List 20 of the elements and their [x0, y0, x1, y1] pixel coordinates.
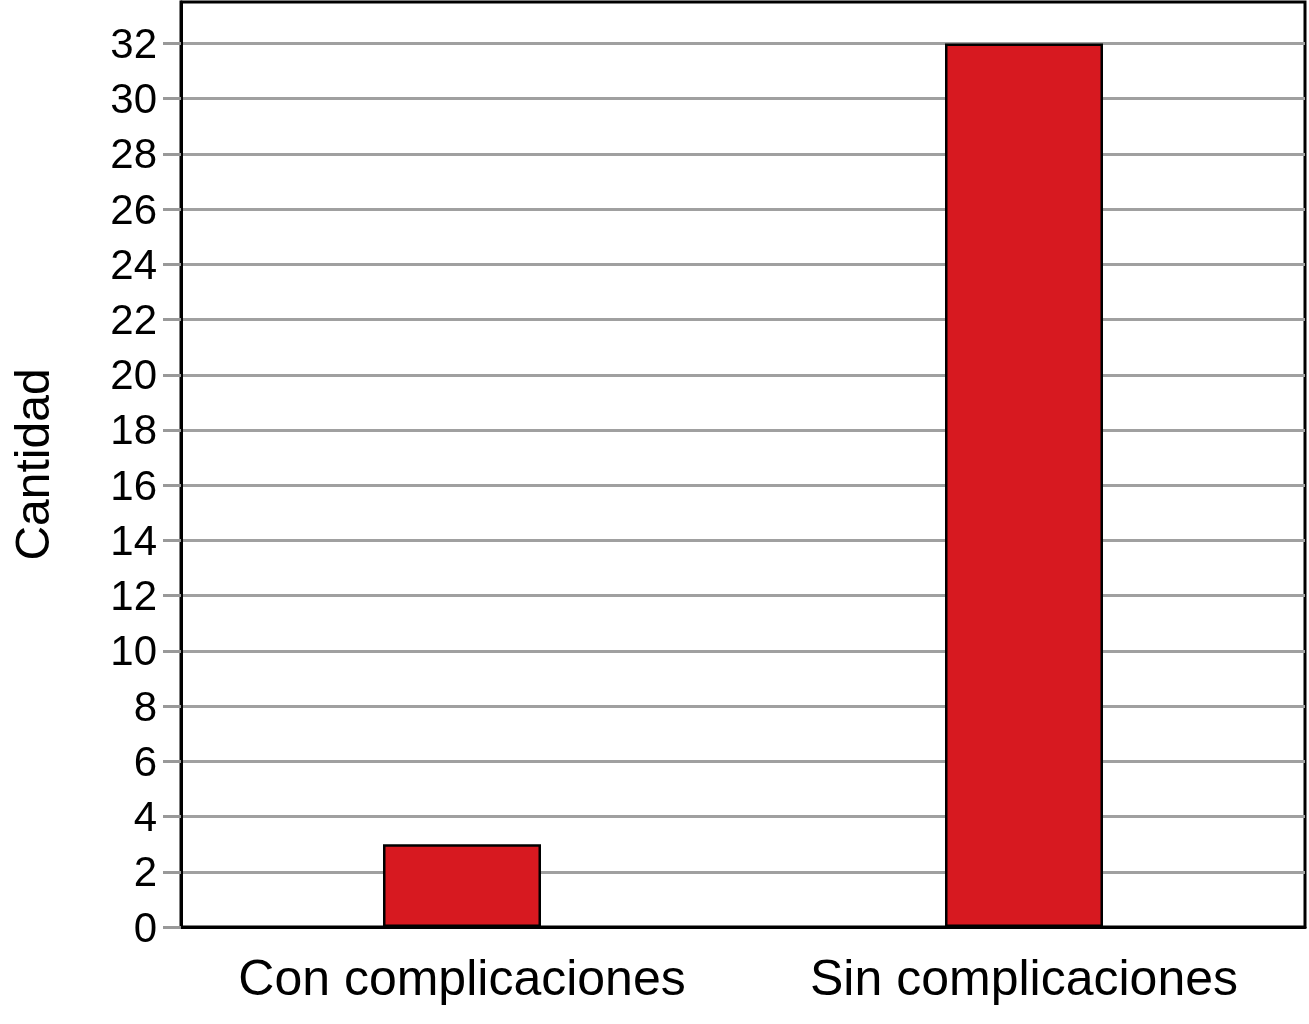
x-tick-label: Sin complicaciones [810, 950, 1238, 1006]
y-tick-label: 30 [110, 75, 157, 123]
y-tick-label: 12 [110, 572, 157, 620]
y-tick-label: 8 [133, 682, 157, 730]
y-tick-label: 24 [110, 240, 157, 288]
y-tick-label: 0 [133, 903, 157, 951]
x-tick-label: Con complicaciones [238, 950, 686, 1006]
y-tick-label: 20 [110, 351, 157, 399]
y-tick-label: 18 [110, 406, 157, 454]
y-tick-label: 32 [110, 19, 157, 67]
y-tick-label: 14 [110, 516, 157, 564]
y-axis-title: Cantidad [5, 368, 59, 561]
y-tick-label: 26 [110, 185, 157, 233]
y-tick-label: 2 [133, 848, 157, 896]
y-tick-label: 6 [133, 737, 157, 785]
y-tick-label: 16 [110, 461, 157, 509]
y-tick-label: 22 [110, 296, 157, 344]
y-tick-label: 4 [133, 793, 157, 841]
y-tick-label: 10 [110, 627, 157, 675]
y-tick-label: 28 [110, 130, 157, 178]
